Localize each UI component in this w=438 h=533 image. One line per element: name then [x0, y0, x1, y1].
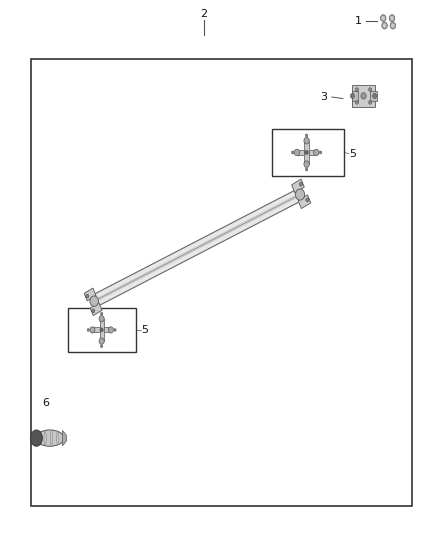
Circle shape	[391, 23, 395, 28]
Text: 4: 4	[337, 131, 343, 141]
Circle shape	[390, 16, 394, 20]
Circle shape	[296, 189, 305, 200]
Circle shape	[314, 149, 319, 156]
Circle shape	[373, 94, 377, 99]
Bar	[352, 85, 375, 107]
Circle shape	[305, 134, 308, 137]
Polygon shape	[298, 195, 311, 208]
Circle shape	[383, 23, 386, 28]
Circle shape	[299, 182, 303, 186]
Bar	[370, 91, 377, 101]
Text: 3: 3	[321, 92, 328, 102]
Circle shape	[100, 312, 103, 315]
Circle shape	[87, 328, 89, 332]
Circle shape	[108, 327, 113, 333]
Text: 5: 5	[141, 325, 148, 335]
Text: 4: 4	[129, 311, 135, 320]
Polygon shape	[84, 288, 96, 301]
Text: 1: 1	[354, 17, 361, 26]
Bar	[31, 59, 412, 506]
Circle shape	[368, 87, 372, 92]
Polygon shape	[63, 431, 67, 446]
Circle shape	[92, 309, 95, 313]
Text: 2: 2	[200, 9, 207, 19]
Circle shape	[319, 151, 322, 154]
Polygon shape	[92, 327, 111, 333]
Polygon shape	[90, 303, 102, 316]
Circle shape	[90, 296, 99, 306]
Text: 5: 5	[350, 149, 357, 158]
Circle shape	[304, 161, 309, 167]
Circle shape	[382, 22, 388, 29]
Bar	[68, 308, 136, 352]
Polygon shape	[94, 193, 300, 303]
Circle shape	[361, 93, 366, 99]
Ellipse shape	[35, 430, 64, 446]
Circle shape	[86, 294, 89, 298]
Circle shape	[368, 100, 372, 104]
Polygon shape	[304, 141, 309, 164]
Ellipse shape	[31, 430, 42, 446]
Circle shape	[294, 149, 300, 156]
Text: 6: 6	[42, 398, 49, 408]
Circle shape	[305, 150, 308, 155]
Circle shape	[99, 338, 104, 344]
Circle shape	[291, 151, 294, 154]
Circle shape	[90, 327, 95, 333]
Polygon shape	[92, 189, 302, 307]
Circle shape	[114, 328, 116, 332]
Circle shape	[355, 100, 359, 104]
Circle shape	[355, 87, 359, 92]
Bar	[352, 91, 358, 101]
Circle shape	[100, 328, 103, 332]
Circle shape	[306, 198, 309, 202]
Circle shape	[99, 316, 104, 322]
Circle shape	[304, 138, 309, 144]
Circle shape	[389, 15, 395, 22]
Circle shape	[381, 16, 385, 20]
Circle shape	[350, 94, 354, 99]
Polygon shape	[297, 150, 316, 155]
Circle shape	[390, 22, 396, 29]
Bar	[272, 129, 344, 176]
Circle shape	[380, 15, 386, 22]
Polygon shape	[99, 319, 104, 341]
Circle shape	[100, 345, 103, 348]
Circle shape	[305, 168, 308, 171]
Polygon shape	[292, 179, 304, 193]
